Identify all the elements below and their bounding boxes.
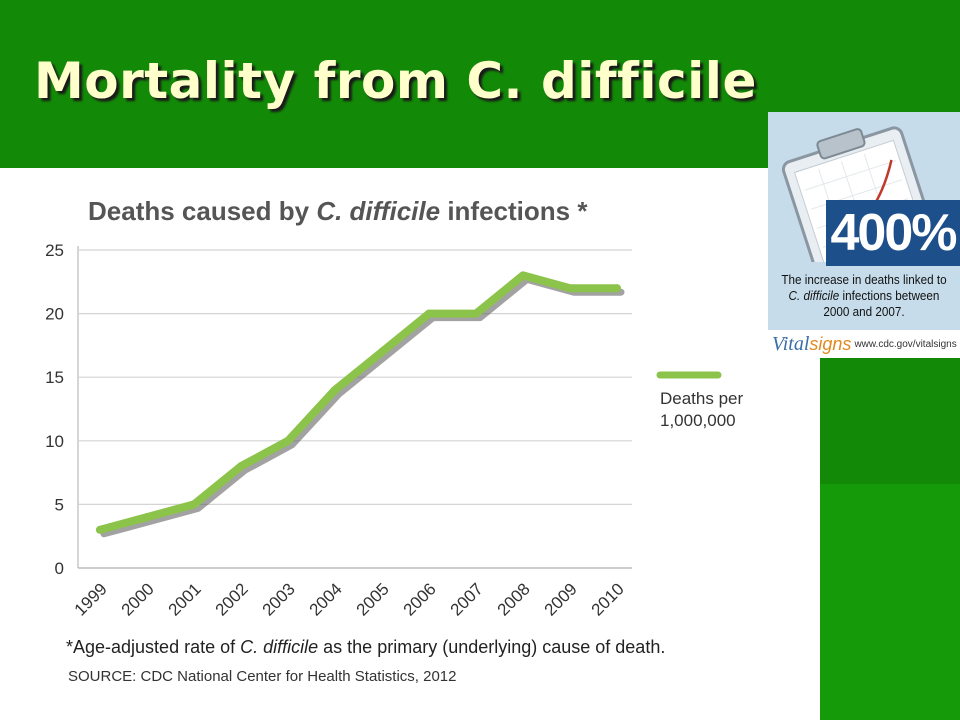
x-tick-label: 1999 bbox=[71, 579, 111, 619]
footnote-italic: C. difficile bbox=[240, 637, 318, 657]
data-point bbox=[472, 309, 480, 318]
right-band-stripe bbox=[820, 484, 960, 720]
logo-signs: signs bbox=[809, 333, 852, 354]
x-tick-label: 2007 bbox=[447, 579, 487, 619]
x-tick-label: 2002 bbox=[212, 579, 252, 619]
slide-title: Mortality from C. difficile bbox=[34, 52, 757, 110]
chart: Deaths caused by C. difficile infections… bbox=[45, 196, 743, 685]
legend-line-1: Deaths per bbox=[660, 389, 743, 408]
y-tick-label: 0 bbox=[55, 559, 64, 578]
vital-signs-logo: Vitalsigns bbox=[772, 333, 851, 356]
badge-caption-rest: infections between bbox=[839, 288, 940, 303]
badge-caption-italic: C. difficile bbox=[788, 288, 840, 303]
data-point bbox=[284, 436, 292, 445]
series-line-shadow bbox=[100, 275, 625, 538]
footnote-suffix: as the primary (underlying) cause of dea… bbox=[318, 637, 665, 657]
x-tick-label: 2001 bbox=[165, 579, 205, 619]
series-layer bbox=[96, 271, 625, 538]
chart-title-prefix: Deaths caused by bbox=[88, 196, 316, 226]
x-tick-label: 2008 bbox=[494, 579, 534, 619]
x-tick-label: 2000 bbox=[118, 579, 158, 619]
y-tick-label: 20 bbox=[45, 305, 64, 324]
data-point bbox=[613, 284, 621, 293]
data-point bbox=[425, 309, 433, 318]
x-tick-label: 2006 bbox=[400, 579, 440, 619]
y-tick-label: 5 bbox=[55, 495, 64, 514]
badge-caption: The increase in deaths linked to C. diff… bbox=[781, 272, 947, 320]
legend: Deaths per 1,000,000 bbox=[656, 371, 743, 430]
data-point bbox=[143, 513, 151, 522]
logo-vital: Vital bbox=[772, 332, 810, 355]
chart-title-suffix: infections * bbox=[440, 196, 588, 226]
data-point bbox=[96, 525, 104, 534]
footnote-prefix: *Age-adjusted rate of bbox=[66, 637, 240, 657]
x-tick-label: 2010 bbox=[588, 579, 628, 619]
data-point bbox=[331, 385, 339, 394]
data-point bbox=[519, 271, 527, 280]
badge-url: www.cdc.gov/vitalsigns bbox=[854, 338, 957, 350]
grid-lines bbox=[77, 246, 632, 569]
badge-caption-line-3: 2000 and 2007. bbox=[823, 304, 905, 319]
x-tick-label: 2005 bbox=[353, 579, 393, 619]
vital-signs-badge: 400% The increase in deaths linked to C.… bbox=[768, 112, 960, 358]
x-tick-label: 2009 bbox=[541, 579, 581, 619]
x-axis-ticks: 1999 2000 2001 2002 2003 2004 2005 2006 2007 2008… bbox=[71, 579, 628, 619]
x-tick-label: 2004 bbox=[306, 579, 346, 619]
chart-title: Deaths caused by C. difficile infections… bbox=[88, 196, 588, 226]
data-point bbox=[378, 347, 386, 356]
data-point bbox=[190, 500, 198, 509]
legend-line-2: 1,000,000 bbox=[660, 411, 736, 430]
data-point bbox=[237, 462, 245, 471]
badge-caption-line-2: C. difficile infections between bbox=[781, 288, 947, 304]
chart-footnote: *Age-adjusted rate of C. difficile as th… bbox=[66, 637, 665, 657]
series-line bbox=[96, 271, 621, 534]
y-tick-label: 25 bbox=[45, 241, 64, 260]
chart-source: SOURCE: CDC National Center for Health S… bbox=[68, 668, 456, 685]
badge-caption-line-1: The increase in deaths linked to bbox=[781, 272, 947, 287]
x-tick-label: 2003 bbox=[259, 579, 299, 619]
y-tick-label: 10 bbox=[45, 432, 64, 451]
chart-title-italic: C. difficile bbox=[316, 196, 440, 226]
badge-footer: Vitalsigns www.cdc.gov/vitalsigns bbox=[768, 330, 960, 358]
y-axis-ticks: 0 5 10 15 20 25 bbox=[45, 241, 64, 578]
badge-percent: 400% bbox=[826, 200, 960, 266]
data-point bbox=[566, 284, 574, 293]
y-tick-label: 15 bbox=[45, 368, 64, 387]
